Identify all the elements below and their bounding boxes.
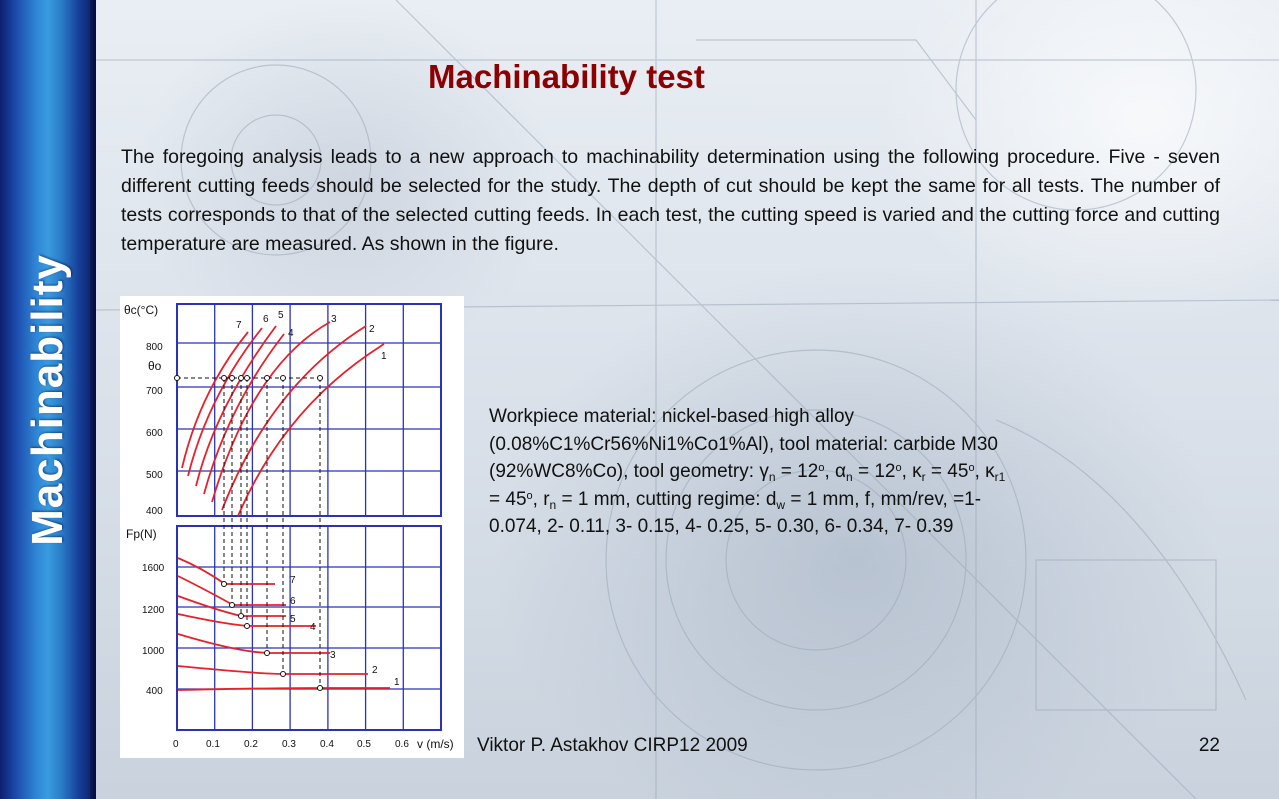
x-tick: 0.5 (357, 739, 371, 750)
x-axis-label: v (m/s) (417, 737, 454, 751)
intersection-markers (174, 375, 323, 691)
x-tick: 0.2 (244, 739, 258, 750)
temp-curve-5 (195, 325, 277, 487)
x-tick: 0.3 (282, 739, 296, 750)
temperature-force-figure: .grid { stroke: #2a33b8; stroke-width: 1… (120, 296, 464, 758)
intersection-marker (317, 685, 323, 691)
temp-curve-3 (211, 321, 331, 503)
intersection-marker (229, 375, 235, 381)
force-curve-1 (177, 687, 390, 691)
force-tick: 400 (146, 686, 163, 697)
temp-curve-7 (181, 331, 249, 469)
force-curve-label: 2 (372, 665, 378, 676)
figure-caption: Workpiece material: nickel-based high al… (489, 403, 1209, 541)
force-curve-label: 5 (290, 614, 296, 625)
temperature-plot: θc(°C) θo 800 700 600 500 400 7 6 5 4 3 (124, 303, 442, 517)
temp-curve-label: 1 (381, 351, 387, 362)
force-curves (177, 557, 390, 691)
x-tick: 0 (173, 739, 179, 750)
temp-tick: 800 (146, 342, 163, 353)
force-curve-3 (177, 633, 330, 654)
temperature-axis-label: θc(°C) (124, 303, 158, 317)
intersection-marker (280, 671, 286, 677)
temperature-curve-labels: 7 6 5 4 3 2 1 (236, 310, 387, 362)
force-curve-labels: 7 6 5 4 3 2 1 (290, 575, 400, 688)
temp-curve-6 (187, 327, 263, 477)
intersection-marker (280, 375, 286, 381)
force-plot-frame (176, 525, 442, 731)
sidebar-edge (90, 0, 96, 799)
x-tick: 0.4 (320, 739, 334, 750)
intersection-marker (174, 375, 180, 381)
footer-author: Viktor P. Astakhov CIRP12 2009 (477, 735, 748, 756)
temp-tick: 700 (146, 386, 163, 397)
temp-curve-4 (203, 333, 285, 495)
temp-curve-label: 7 (236, 320, 242, 331)
caption-line: 0.074, 2- 0.11, 3- 0.15, 4- 0.25, 5- 0.3… (489, 516, 954, 537)
force-curve-label: 7 (290, 575, 296, 586)
caption-line: = 45o, rn = 1 mm, cutting regime: dw = 1… (489, 488, 982, 512)
intersection-marker (229, 602, 235, 608)
force-plot: Fp(N) 1600 1200 1000 400 7 6 5 4 3 2 (126, 525, 442, 731)
intro-paragraph: The foregoing analysis leads to a new ap… (121, 146, 1220, 255)
x-tick: 0.6 (395, 739, 409, 750)
theta-o-label: θo (148, 359, 162, 373)
slide-title: Machinability test (428, 58, 705, 95)
caption-line: (0.08%C1%Cr56%Ni1%Co1%Al), tool material… (489, 433, 998, 455)
temp-tick: 400 (146, 506, 163, 517)
temp-curve-1 (237, 343, 385, 517)
force-plot-grid (177, 526, 441, 730)
projection-lines (223, 378, 321, 688)
temp-tick: 500 (146, 470, 163, 481)
temp-curve-label: 5 (278, 310, 284, 321)
page-number: 22 (1198, 735, 1220, 756)
force-curve-label: 1 (394, 677, 400, 688)
x-axis-ticks: 0 0.1 0.2 0.3 0.4 0.5 0.6 v (m/s) (173, 737, 454, 751)
x-tick: 0.1 (206, 739, 220, 750)
sidebar-title: Machinability (23, 254, 72, 546)
intersection-marker (221, 375, 227, 381)
temp-curve-2 (221, 325, 367, 511)
temp-tick: 600 (146, 428, 163, 439)
force-curve-label: 4 (310, 622, 316, 633)
caption-line: (92%WC8%Co), tool geometry: γn = 12o, αn… (489, 461, 1006, 484)
temperature-plot-frame (176, 303, 442, 517)
intersection-marker (221, 581, 227, 587)
intersection-marker (264, 375, 270, 381)
intersection-marker (238, 375, 244, 381)
temp-curve-label: 3 (331, 314, 337, 325)
force-axis-label: Fp(N) (126, 527, 157, 541)
intersection-marker (264, 650, 270, 656)
force-tick: 1600 (142, 563, 165, 574)
sidebar-band: Machinability (0, 0, 96, 799)
temp-curve-label: 2 (369, 324, 375, 335)
force-curve-7 (177, 557, 275, 585)
force-tick: 1200 (142, 605, 165, 616)
temperature-curves (181, 321, 385, 517)
temp-curve-label: 4 (288, 328, 294, 339)
force-curve-label: 3 (330, 650, 336, 661)
intersection-marker (244, 623, 250, 629)
caption-line: Workpiece material: nickel-based high al… (489, 406, 855, 427)
temp-curve-label: 6 (263, 314, 269, 325)
intersection-marker (244, 375, 250, 381)
force-curve-2 (177, 665, 368, 675)
force-curve-label: 6 (290, 596, 296, 607)
force-tick: 1000 (142, 646, 165, 657)
intersection-marker (238, 613, 244, 619)
intersection-marker (317, 375, 323, 381)
